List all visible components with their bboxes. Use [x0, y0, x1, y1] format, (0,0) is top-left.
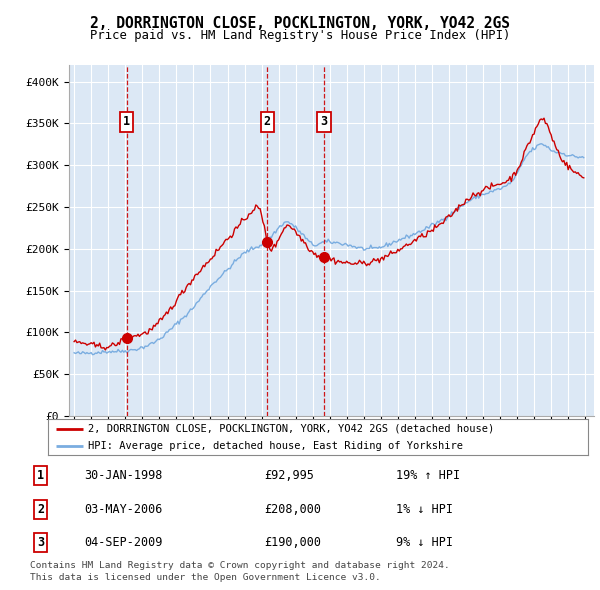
- Text: 1: 1: [37, 469, 44, 482]
- Text: £190,000: £190,000: [264, 536, 321, 549]
- Text: £92,995: £92,995: [264, 469, 314, 482]
- Text: 1% ↓ HPI: 1% ↓ HPI: [396, 503, 453, 516]
- Text: 03-MAY-2006: 03-MAY-2006: [84, 503, 163, 516]
- Text: £208,000: £208,000: [264, 503, 321, 516]
- Text: 2: 2: [264, 115, 271, 128]
- Text: 2, DORRINGTON CLOSE, POCKLINGTON, YORK, YO42 2GS: 2, DORRINGTON CLOSE, POCKLINGTON, YORK, …: [90, 16, 510, 31]
- Text: Contains HM Land Registry data © Crown copyright and database right 2024.: Contains HM Land Registry data © Crown c…: [30, 560, 450, 570]
- Text: This data is licensed under the Open Government Licence v3.0.: This data is licensed under the Open Gov…: [30, 572, 381, 582]
- Text: HPI: Average price, detached house, East Riding of Yorkshire: HPI: Average price, detached house, East…: [89, 441, 464, 451]
- Text: 1: 1: [123, 115, 130, 128]
- Text: 19% ↑ HPI: 19% ↑ HPI: [396, 469, 460, 482]
- Text: 2: 2: [37, 503, 44, 516]
- Text: 30-JAN-1998: 30-JAN-1998: [84, 469, 163, 482]
- Text: 04-SEP-2009: 04-SEP-2009: [84, 536, 163, 549]
- Text: 2, DORRINGTON CLOSE, POCKLINGTON, YORK, YO42 2GS (detached house): 2, DORRINGTON CLOSE, POCKLINGTON, YORK, …: [89, 424, 495, 434]
- Text: 9% ↓ HPI: 9% ↓ HPI: [396, 536, 453, 549]
- Text: Price paid vs. HM Land Registry's House Price Index (HPI): Price paid vs. HM Land Registry's House …: [90, 29, 510, 42]
- Text: 3: 3: [37, 536, 44, 549]
- Text: 3: 3: [320, 115, 328, 128]
